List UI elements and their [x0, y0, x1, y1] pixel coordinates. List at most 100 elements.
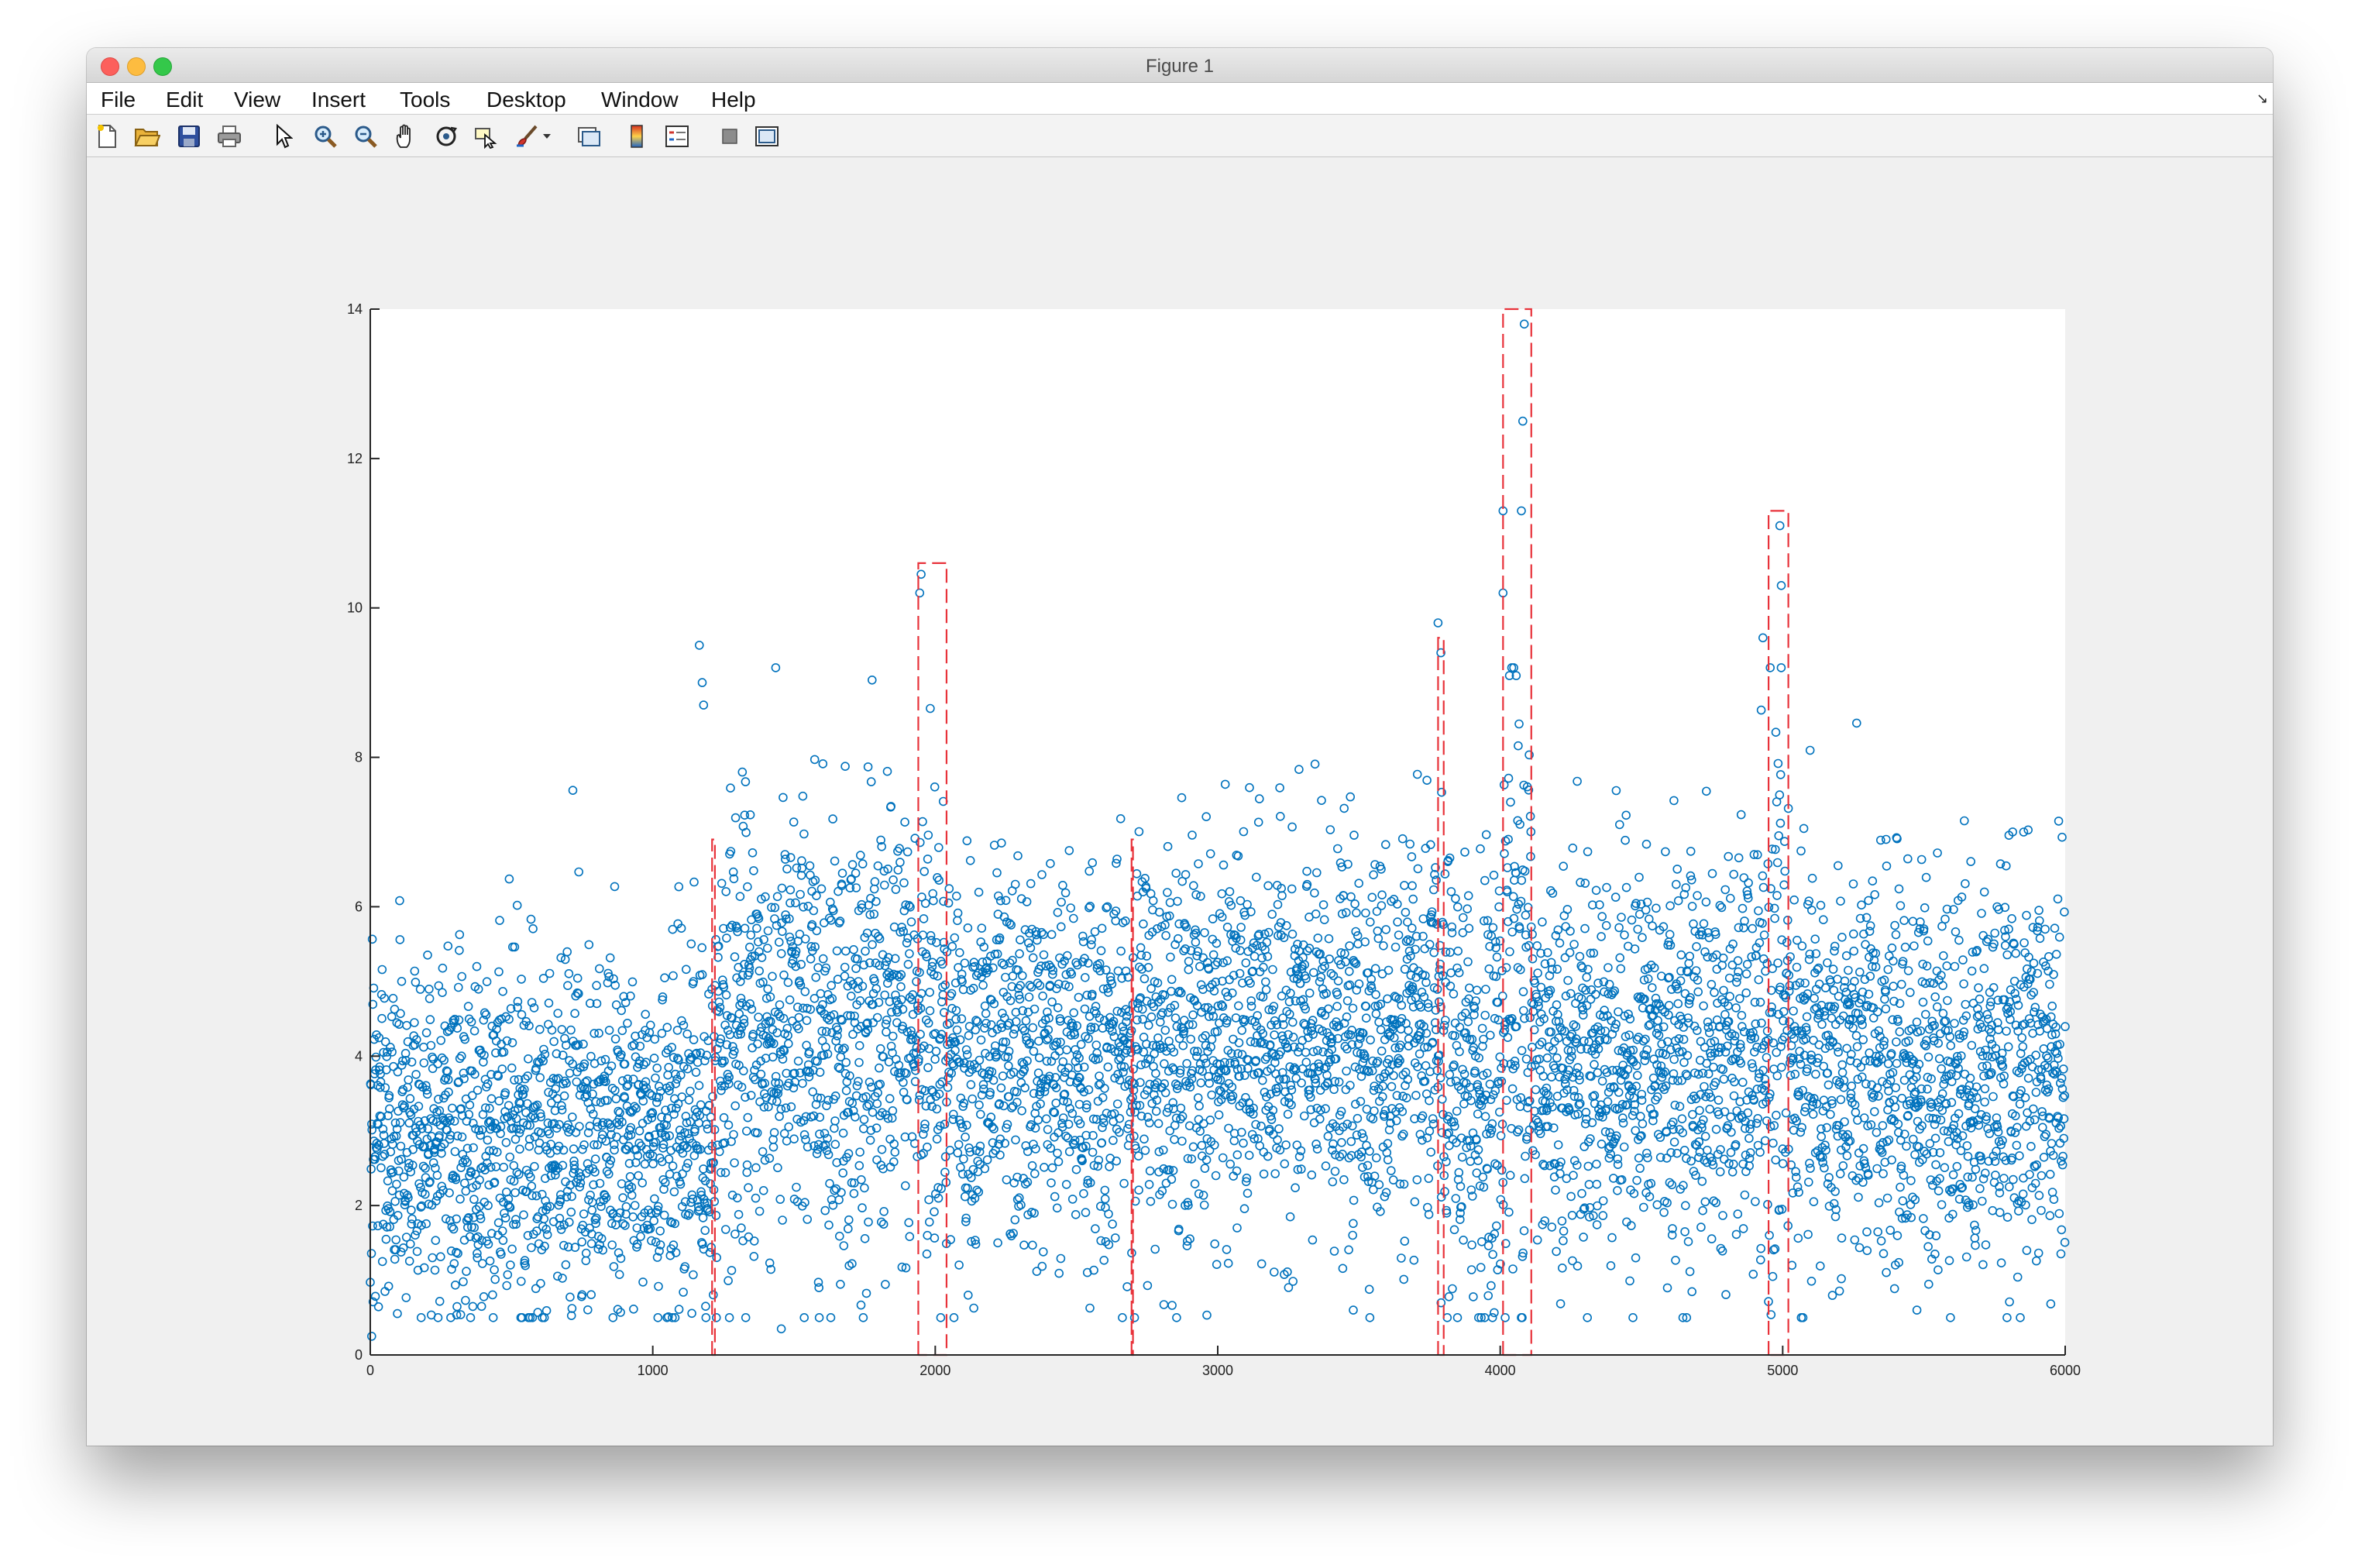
hide-plot-tools-icon[interactable] [716, 122, 744, 150]
data-point [584, 940, 594, 950]
data-point [1142, 996, 1152, 1006]
data-point [866, 1126, 876, 1135]
data-point [765, 1016, 775, 1026]
zoom-window-button[interactable] [153, 57, 172, 76]
data-point [432, 1171, 442, 1180]
data-point [1098, 1093, 1108, 1102]
new-figure-icon[interactable] [93, 122, 121, 150]
data-point [546, 1140, 555, 1149]
data-point [504, 874, 514, 884]
brush-dropdown-icon[interactable] [539, 122, 555, 150]
data-point [373, 1221, 383, 1231]
data-point [995, 896, 1005, 906]
print-icon[interactable] [215, 122, 243, 150]
menu-tools[interactable]: Tools [400, 88, 451, 112]
data-point [821, 963, 831, 973]
data-point [962, 836, 972, 846]
data-point [445, 1116, 455, 1126]
figure-toolbar [87, 115, 2273, 157]
data-point [404, 1118, 414, 1128]
data-point [575, 1090, 585, 1100]
pointer-icon[interactable] [270, 122, 297, 150]
minimize-window-button[interactable] [127, 57, 146, 76]
data-point [1278, 1035, 1288, 1044]
data-point [474, 1202, 484, 1212]
data-point [468, 1302, 478, 1312]
close-window-button[interactable] [101, 57, 119, 76]
zoom-out-icon[interactable] [352, 122, 380, 150]
menu-desktop[interactable]: Desktop [486, 88, 566, 112]
data-point [1243, 899, 1252, 910]
zoom-in-icon[interactable] [311, 122, 339, 150]
data-point [1269, 1002, 1279, 1011]
data-point [1133, 1045, 1143, 1054]
data-point [679, 1288, 688, 1297]
data-point [1235, 968, 1245, 978]
menu-insert[interactable]: Insert [311, 88, 366, 112]
data-point [702, 1050, 712, 1060]
data-point [651, 1237, 661, 1247]
dock-arrow-icon[interactable]: ↘ [2256, 91, 2268, 106]
title-bar[interactable]: Figure 1 [87, 48, 2273, 83]
data-point [793, 1056, 803, 1066]
data-point [744, 968, 754, 978]
rotate-3d-icon[interactable] [432, 122, 460, 150]
data-point [596, 1056, 607, 1066]
menu-help[interactable]: Help [711, 88, 756, 112]
data-point [539, 1214, 549, 1224]
data-point [737, 767, 748, 777]
legend-icon[interactable] [663, 122, 691, 150]
brush-icon[interactable] [513, 122, 541, 150]
data-cursor-icon[interactable] [473, 122, 500, 150]
data-point [926, 935, 937, 945]
data-point [585, 999, 595, 1008]
data-point [1136, 1060, 1146, 1070]
data-point [849, 1188, 859, 1198]
show-plot-tools-icon[interactable] [753, 122, 781, 150]
data-point [1015, 994, 1025, 1004]
data-point [1194, 1101, 1204, 1111]
data-point [1157, 1186, 1167, 1196]
data-point [1104, 1240, 1114, 1250]
data-point [910, 1077, 920, 1086]
data-point [655, 1226, 665, 1236]
pan-icon[interactable] [392, 122, 420, 150]
data-point [1142, 951, 1152, 961]
data-point [480, 1103, 490, 1112]
open-file-icon[interactable] [133, 122, 161, 150]
menu-window[interactable]: Window [601, 88, 679, 112]
data-point [797, 863, 807, 873]
colorbar-icon[interactable] [623, 122, 651, 150]
data-point [467, 1091, 477, 1100]
menu-edit[interactable]: Edit [166, 88, 204, 112]
data-point [541, 1196, 550, 1205]
data-point [533, 1308, 543, 1317]
data-point [556, 1225, 566, 1234]
data-point [929, 970, 939, 980]
data-point [776, 1104, 786, 1114]
data-point [968, 1094, 977, 1104]
data-point [705, 1248, 715, 1257]
data-point [544, 1088, 553, 1097]
data-point [473, 1253, 483, 1263]
data-point [1178, 1040, 1188, 1050]
data-point [606, 1123, 616, 1133]
data-point [1183, 1236, 1192, 1246]
menu-view[interactable]: View [234, 88, 281, 112]
link-plot-icon[interactable] [575, 122, 603, 150]
data-point [618, 1219, 628, 1229]
data-point [1283, 1267, 1292, 1277]
menu-file[interactable]: File [101, 88, 136, 112]
data-point [962, 1050, 972, 1060]
data-point [719, 923, 728, 934]
data-point [927, 961, 937, 971]
save-icon[interactable] [175, 122, 203, 150]
data-point [921, 1101, 931, 1111]
data-point [799, 1313, 809, 1322]
data-point [1263, 1151, 1273, 1161]
data-point [462, 1222, 473, 1233]
data-point [655, 1246, 664, 1256]
data-point [591, 1219, 600, 1228]
data-point [476, 1164, 486, 1173]
